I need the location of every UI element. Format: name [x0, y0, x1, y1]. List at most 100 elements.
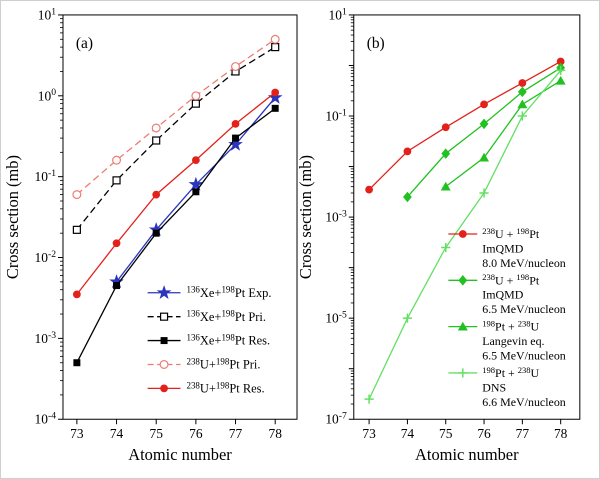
- triangle-marker: [479, 152, 490, 162]
- x-tick-label: 74: [110, 426, 124, 441]
- series-line: [445, 80, 562, 188]
- x-tick-label: 76: [189, 426, 203, 441]
- plus-marker: [517, 111, 527, 121]
- y-tick-label: 101: [38, 6, 56, 22]
- y-tick-label: 10-3: [35, 330, 57, 346]
- x-tick-label: 76: [477, 426, 491, 441]
- open-square-marker: [72, 225, 81, 234]
- legend-item-xe-pt-exp: 136Xe+198Pt Exp.: [147, 285, 272, 300]
- filled-circle-marker: [441, 123, 450, 132]
- plus-marker: [402, 313, 412, 323]
- legend-label: ImQMD: [482, 241, 523, 255]
- series-line: [76, 91, 276, 295]
- triangle-marker: [457, 321, 468, 331]
- y-axis: 10-7 10-5 10-3 10-1 101: [325, 6, 354, 427]
- legend-item-u-pt-pri: 238U+198Pt Pri.: [147, 356, 260, 372]
- plus-marker: [458, 368, 468, 378]
- open-circle-marker: [151, 123, 161, 133]
- series-line: [368, 60, 562, 191]
- legend-label: 198Pt + 238U: [482, 319, 539, 334]
- panel-b: 73 74 75 76 77 78 Atomic number 10-710-510-310-…: [296, 6, 581, 464]
- x-tick-label: 78: [554, 426, 568, 441]
- plus-marker: [556, 65, 566, 75]
- filled-circle-marker: [365, 185, 373, 194]
- open-circle-marker: [72, 190, 82, 200]
- legend-label: 8.0 MeV/nucleon: [482, 256, 566, 270]
- series-line: [76, 107, 276, 363]
- panel-label: (a): [76, 35, 93, 52]
- legend-item-xe-pt-pri: 136Xe+198Pt Pri.: [147, 309, 266, 324]
- x-tick-label: 74: [401, 426, 415, 441]
- x-axis: 73 74 75 76 77 78: [362, 419, 568, 441]
- x-axis: 73 74 75 76 77 78: [70, 419, 282, 441]
- x-axis-title: Atomic number: [415, 445, 519, 464]
- filled-circle-marker: [556, 57, 565, 66]
- legend-label: 136Xe+198Pt Pri.: [186, 309, 266, 324]
- diamond-marker: [479, 118, 489, 130]
- filled-circle-marker: [271, 88, 280, 97]
- legend-label: 136Xe+198Pt Exp.: [186, 285, 271, 300]
- filled-square-marker: [152, 229, 160, 237]
- y-tick-label: 10-4: [35, 411, 57, 427]
- open-circle-marker: [191, 91, 201, 101]
- legend-label: 6.5 MeV/nucleon: [482, 348, 566, 362]
- x-tick-label: 75: [149, 426, 163, 441]
- series-u-pt-pri: [72, 34, 280, 200]
- filled-circle-marker: [112, 239, 121, 248]
- triangle-marker: [555, 75, 566, 85]
- open-square-marker: [159, 312, 169, 321]
- y-axis: 10-4 10-3 10-2 10-1 100 101: [35, 6, 63, 427]
- legend-label: Langevin eq.: [482, 334, 544, 348]
- legend-item-xe-pt-res: 136Xe+198Pt Res.: [147, 332, 270, 348]
- plus-marker: [441, 242, 451, 253]
- series-line: [76, 38, 276, 196]
- star-marker: [228, 136, 243, 151]
- filled-circle-marker: [160, 384, 168, 393]
- filled-square-marker: [160, 337, 168, 345]
- y-tick-label: 100: [38, 87, 56, 103]
- triangle-marker: [440, 181, 451, 191]
- series-line: [76, 46, 276, 231]
- series-u-pt-res: [72, 88, 280, 299]
- panel-label: (b): [367, 35, 385, 52]
- legend-item-u-pt-res: 238U+198Pt Res.: [147, 380, 265, 396]
- legend-label: 238U + 198Pt: [482, 226, 540, 241]
- filled-circle-marker: [403, 147, 412, 156]
- series-pt-u-dns: [364, 65, 566, 404]
- open-square-marker: [152, 136, 161, 145]
- legend-label: 238U + 198Pt: [482, 272, 540, 287]
- open-square-marker: [271, 43, 280, 52]
- plus-marker: [364, 394, 374, 404]
- legend-label: 136Xe+198Pt Res.: [186, 332, 270, 347]
- x-tick-label: 77: [229, 426, 243, 441]
- y-tick-label: 101: [329, 6, 347, 22]
- legend-label: DNS: [482, 380, 506, 394]
- filled-circle-marker: [231, 119, 240, 128]
- open-square-marker: [191, 99, 200, 108]
- open-circle-marker: [159, 359, 169, 369]
- series-line: [406, 67, 562, 198]
- open-circle-marker: [231, 62, 241, 72]
- y-tick-label: 10-2: [35, 249, 57, 265]
- open-circle-marker: [112, 155, 122, 165]
- legend-label: 238U+198Pt Pri.: [186, 356, 260, 371]
- diamond-marker: [458, 275, 468, 286]
- x-axis-title: Atomic number: [128, 445, 232, 464]
- series-xe-pt-pri: [72, 43, 280, 234]
- filled-square-marker: [113, 282, 121, 290]
- filled-square-marker: [192, 188, 200, 196]
- open-circle-marker: [270, 34, 280, 44]
- legend-label: 198Pt + 238U: [482, 365, 539, 380]
- x-tick-label: 78: [268, 426, 282, 441]
- series-u-pt-imqmd-65: [403, 62, 566, 203]
- series-u-pt-imqmd-8: [365, 57, 565, 194]
- legend-label: 238U+198Pt Res.: [186, 380, 264, 395]
- legend-label: 6.6 MeV/nucleon: [482, 395, 566, 409]
